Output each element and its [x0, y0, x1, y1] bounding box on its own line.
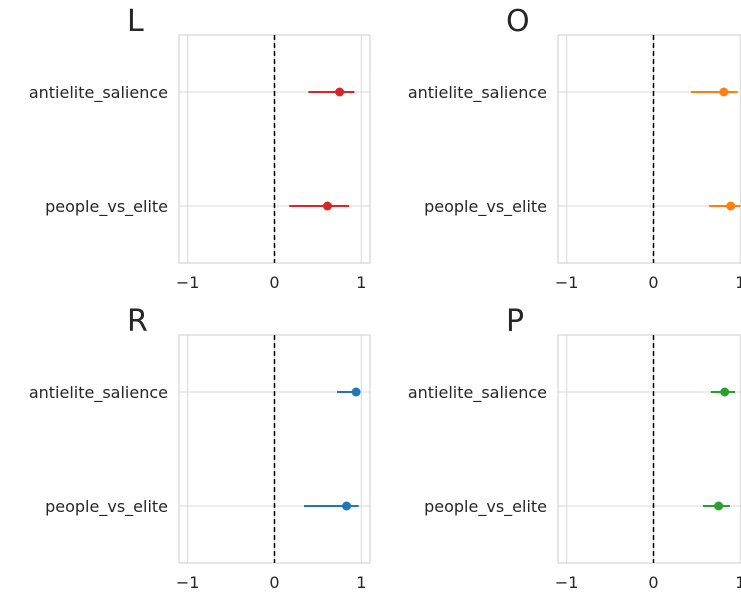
point-estimate [720, 387, 730, 397]
x-tick-label: 0 [269, 573, 279, 592]
y-category-label: antielite_salience [408, 83, 547, 103]
point-estimate [726, 201, 736, 211]
x-tick-label: −1 [555, 273, 579, 292]
panel-l: −1 0 1 antielite_salience people_vs_elite L [29, 4, 371, 292]
x-tick-label: −1 [176, 573, 200, 592]
point-estimate [335, 87, 345, 97]
x-tick-label: 0 [648, 573, 658, 592]
panel-o: −1 0 1 antielite_salience people_vs_elite O [408, 4, 741, 292]
point-estimate [719, 87, 729, 97]
x-tick-label: 0 [648, 273, 658, 292]
panel-r: −1 0 1 antielite_salience people_vs_elite R [29, 304, 371, 592]
y-category-label: people_vs_elite [424, 497, 547, 517]
x-tick-label: 1 [356, 573, 366, 592]
y-category-label: antielite_salience [29, 383, 168, 403]
x-tick-label: 1 [735, 273, 741, 292]
panel-title: R [127, 304, 148, 339]
plot-frame [557, 34, 741, 264]
y-category-label: people_vs_elite [45, 497, 168, 517]
point-estimate [714, 501, 724, 511]
y-category-label: antielite_salience [408, 383, 547, 403]
x-tick-label: −1 [555, 573, 579, 592]
x-tick-label: 1 [735, 573, 741, 592]
point-estimate [322, 201, 332, 211]
y-category-label: antielite_salience [29, 83, 168, 103]
panel-title: P [506, 304, 524, 339]
x-tick-label: 1 [356, 273, 366, 292]
plot-frame [557, 334, 741, 564]
panel-title: O [506, 4, 530, 39]
y-category-label: people_vs_elite [45, 197, 168, 217]
panel-p: −1 0 1 antielite_salience people_vs_elite P [408, 304, 741, 592]
x-tick-label: −1 [176, 273, 200, 292]
point-estimate [351, 387, 361, 397]
panel-title: L [127, 4, 144, 39]
point-estimate [342, 501, 352, 511]
x-tick-label: 0 [269, 273, 279, 292]
y-category-label: people_vs_elite [424, 197, 547, 217]
